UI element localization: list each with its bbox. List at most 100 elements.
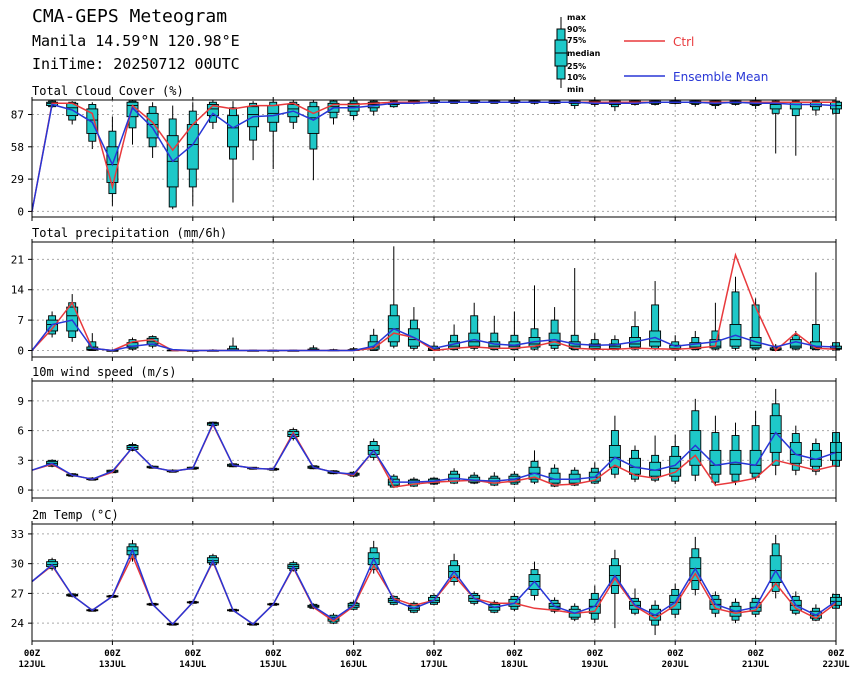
x-tick-hour: 00Z: [747, 649, 764, 659]
box-outer: [470, 315, 479, 349]
box-inner: [789, 101, 802, 110]
init-time-label: IniTime: 20250712 00UTC: [32, 55, 240, 73]
box-key-label: 10%: [567, 73, 586, 82]
ensemble-mean-line: [31, 101, 837, 212]
x-tick-hour: 00Z: [506, 649, 523, 659]
x-tick-hour: 00Z: [426, 649, 443, 659]
x-tick-date: 21JUL: [742, 660, 770, 670]
box-whisker: [608, 415, 621, 479]
y-tick-label: 87: [11, 108, 24, 121]
ensemble-mean-line: [31, 421, 837, 483]
box-whisker: [629, 445, 641, 483]
panel-frame: [31, 241, 837, 358]
y-tick-label: 58: [11, 141, 24, 154]
box-whisker: [629, 311, 641, 351]
box-inner: [86, 108, 99, 134]
box-whisker: [307, 345, 320, 351]
box-whisker: [649, 281, 662, 351]
box-outer: [811, 324, 820, 351]
box-whisker: [689, 536, 702, 596]
panels: Total Cloud Cover (%) 0 29 58 87 Total precip…: [11, 84, 850, 670]
x-tick-date: 19JUL: [581, 660, 609, 670]
box-whisker: [247, 101, 260, 161]
y-tick-label: 0: [17, 484, 24, 497]
box-inner: [66, 306, 79, 332]
box-whisker: [106, 116, 119, 206]
box-whisker: [468, 302, 481, 351]
box-whisker: [689, 100, 702, 107]
x-tick-date: 20JUL: [662, 660, 690, 670]
y-tick-label: 29: [11, 173, 24, 186]
box-whisker: [66, 294, 79, 342]
box-whisker: [649, 435, 662, 483]
x-tick-hour: 00Z: [104, 649, 121, 659]
y-tick-label: 3: [17, 454, 24, 467]
x-tick-hour: 00Z: [24, 649, 41, 659]
box-inner: [146, 112, 159, 139]
box-whisker: [709, 100, 722, 109]
box-whisker: [608, 335, 621, 351]
box-inner: [749, 449, 762, 474]
chart-title: CMA-GEPS Meteogram: [32, 6, 228, 27]
y-tick-label: 0: [17, 205, 24, 218]
box-whisker: [448, 324, 461, 351]
y-tick-label: 21: [11, 253, 24, 266]
y-tick-label: 27: [11, 587, 24, 600]
panel-2: 10m wind speed (m/s) 0 3 6 9: [17, 365, 842, 502]
box-outer: [731, 291, 740, 349]
location-label: Manila 14.59°N 120.98°E: [32, 32, 240, 50]
x-tick-date: 12JUL: [18, 660, 46, 670]
box-whisker: [227, 337, 239, 351]
ensemble-mean-line: [31, 547, 837, 626]
box-whisker: [407, 307, 420, 351]
y-tick-label: 6: [17, 425, 24, 438]
box-key-label: median: [567, 49, 601, 58]
x-tick-hour: 00Z: [828, 649, 845, 659]
box-key-label: 25%: [567, 62, 586, 71]
x-tick-date: 17JUL: [420, 660, 448, 670]
box-whisker: [769, 100, 782, 154]
box-whisker: [669, 434, 682, 485]
box-whisker: [608, 549, 621, 629]
y-tick-label: 0: [17, 344, 24, 357]
x-tick-date: 16JUL: [340, 660, 368, 670]
panel-title: Total precipitation (mm/6h): [32, 226, 227, 240]
box-whisker: [749, 410, 762, 482]
ctrl-line: [31, 252, 837, 352]
y-tick-label: 30: [11, 558, 24, 571]
panel-title: 2m Temp (°C): [32, 508, 119, 522]
legend-label-mean: Ensemble Mean: [673, 70, 768, 84]
box-key-label: max: [567, 13, 587, 22]
y-tick-label: 14: [11, 284, 25, 297]
x-tick-date: 22JUL: [822, 660, 850, 670]
box-whisker: [689, 398, 702, 482]
box-whisker: [729, 422, 742, 486]
box-whisker: [488, 472, 501, 487]
panel-1: Total precipitation (mm/6h) 0 7 14 21: [11, 226, 842, 361]
y-tick-label: 33: [11, 528, 24, 541]
box-inner: [789, 339, 802, 349]
box-whisker: [809, 272, 822, 351]
x-tick-date: 15JUL: [260, 660, 288, 670]
legend-label-ctrl: Ctrl: [673, 35, 694, 49]
box-inner: [789, 442, 802, 464]
x-tick-date: 13JUL: [99, 660, 127, 670]
line-legend: Ctrl Ensemble Mean: [624, 35, 768, 84]
box-inner: [769, 415, 782, 453]
box-whisker: [146, 102, 159, 158]
panel-title: Total Cloud Cover (%): [32, 84, 184, 98]
box-whisker: [789, 100, 802, 156]
box-whisker: [468, 472, 481, 485]
box-whisker: [327, 100, 340, 125]
box-inner: [608, 444, 621, 468]
box-inner: [227, 115, 239, 148]
box-legend: max 90% 75% median 25% 10% min: [554, 13, 601, 94]
